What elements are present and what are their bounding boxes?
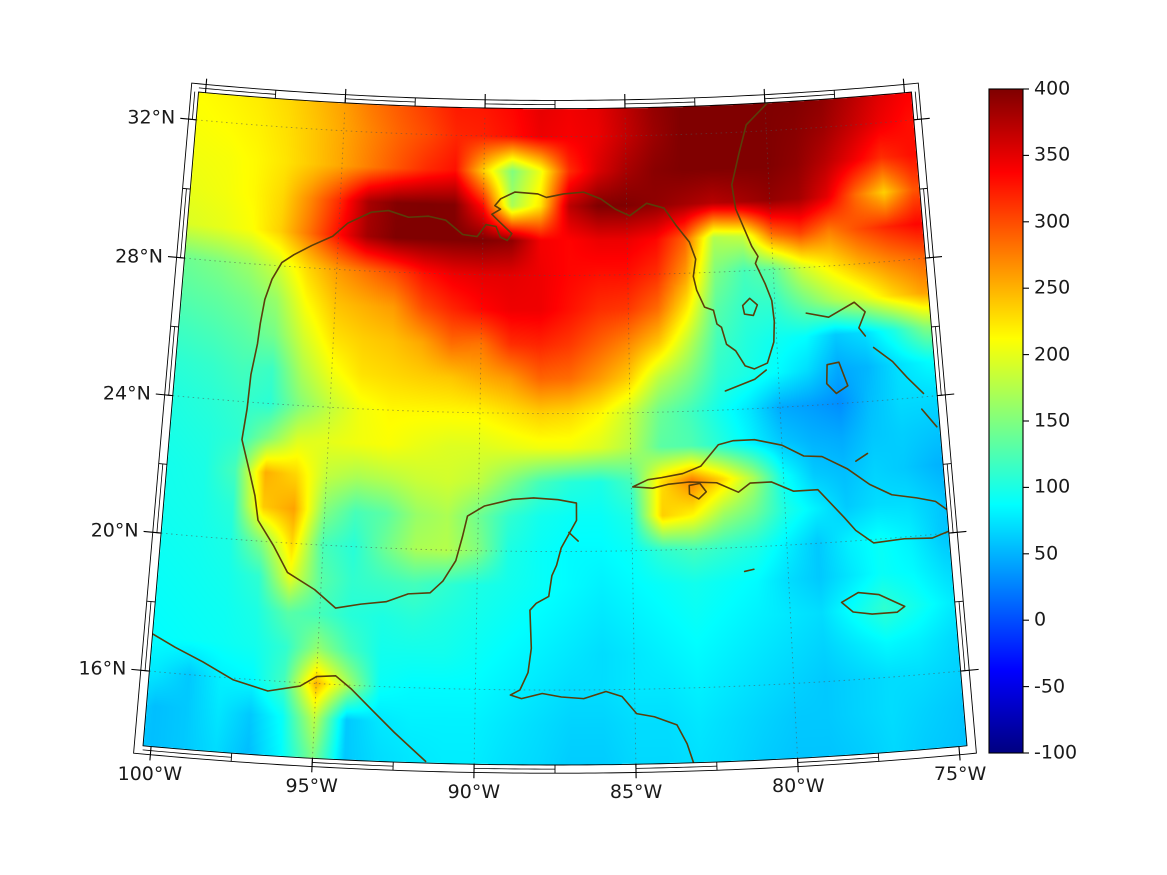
x-axis-tick-label: 90°W xyxy=(447,781,501,804)
x-axis-tick-label: 75°W xyxy=(933,763,987,786)
y-axis-tick-label: 24°N xyxy=(102,382,151,405)
y-axis-tick-label: 32°N xyxy=(127,106,176,129)
colorbar-tick-label: 250 xyxy=(1034,276,1071,299)
colorbar-tick-label: 350 xyxy=(1034,143,1071,166)
x-axis-tick-label: 85°W xyxy=(609,781,663,804)
y-axis-tick-label: 20°N xyxy=(90,519,139,542)
colorbar-tick-label: 100 xyxy=(1034,475,1071,498)
x-axis-tick-label: 95°W xyxy=(285,775,338,798)
colorbar-tick-label: -50 xyxy=(1034,675,1066,698)
colorbar-tick-label: 300 xyxy=(1034,210,1071,233)
colorbar-tick-label: 0 xyxy=(1034,608,1047,631)
y-axis-tick-label: 28°N xyxy=(115,245,163,268)
colorbar-tick-label: -100 xyxy=(1034,741,1078,764)
x-axis-tick-label: 100°W xyxy=(117,763,183,786)
colorbar-tick-label: 150 xyxy=(1034,409,1071,432)
x-axis-tick-label: 80°W xyxy=(772,775,825,798)
colorbar-tick-label: 400 xyxy=(1034,77,1071,100)
y-axis-tick-label: 16°N xyxy=(78,657,127,680)
colorbar-tick-label: 200 xyxy=(1034,343,1071,366)
colorbar-tick-label: 50 xyxy=(1034,542,1059,565)
